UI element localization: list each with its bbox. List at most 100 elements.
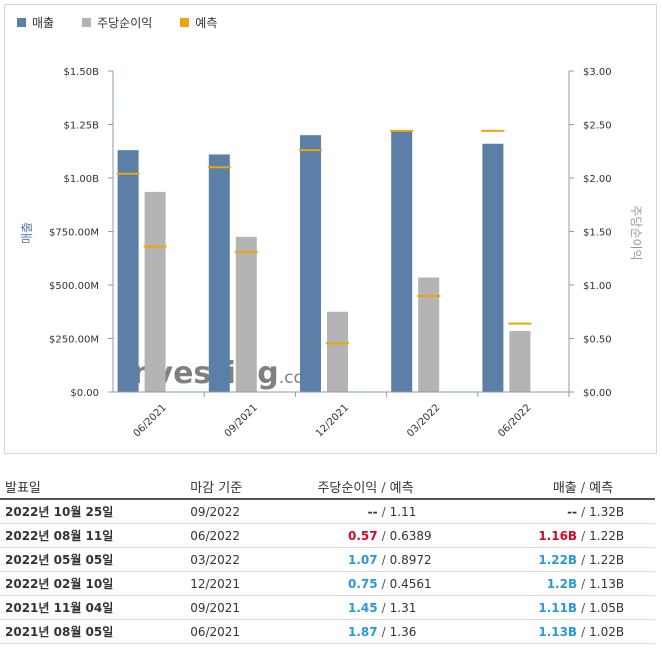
eps-bar [327, 311, 348, 392]
legend-revenue-swatch [17, 18, 26, 27]
cell-revenue: -- / [471, 499, 590, 524]
legend-eps-label: 주당순이익 [97, 16, 153, 30]
cell-period: 06/2021 [190, 619, 294, 644]
cell-revenue-forecast: 1.13B [589, 571, 655, 596]
header-revenue[interactable]: 매출 / [471, 474, 590, 500]
right-tick-label: $1.00 [583, 281, 612, 292]
header-eps-label: 주당순이익 [317, 480, 378, 496]
eps-actual: 1.07 [348, 552, 378, 567]
right-tick-label: $0.00 [583, 388, 612, 399]
legend-forecast-swatch [180, 18, 190, 27]
revenue-slash: / [581, 600, 586, 615]
left-tick-label: $1.25B [64, 121, 100, 132]
revenue-slash: / [581, 576, 586, 591]
revenue-slash: / [581, 624, 586, 639]
cell-revenue-forecast: 1.05B [589, 595, 655, 620]
left-tick-label: $1.50B [64, 67, 100, 78]
cell-period: 09/2021 [190, 595, 294, 620]
table-row: 2021년 11월 04일 09/2021 1.45/1.31 1.11B/1.05B [0, 595, 655, 620]
eps-slash: / [381, 624, 386, 639]
right-tick-label: $2.00 [583, 174, 612, 185]
header-eps-forecast[interactable]: 예측 [389, 474, 472, 500]
cell-date: 2022년 10월 25일 [0, 499, 191, 524]
cell-period: 06/2022 [190, 523, 294, 548]
eps-actual: 0.75 [348, 576, 378, 591]
table-header-row: 발표일 마감 기준 주당순이익 / 예측 매출 / 예측 [0, 474, 655, 500]
x-tick-label: 06/2022 [496, 402, 533, 439]
table-row: 2021년 08월 05일 06/2021 1.87/1.36 1.13B/1.02B [0, 619, 655, 644]
revenue-actual: 1.13B [538, 624, 578, 639]
header-revenue-label: 매출 [552, 480, 577, 496]
cell-revenue: 1.16B / [471, 523, 590, 548]
table-row: 2022년 08월 11일 06/2022 0.57/0.6389 1.16B/1.2… [0, 523, 655, 548]
table-row: 2022년 02월 10일 12/2021 0.75/0.4561 1.2B/1.13… [0, 571, 655, 596]
legend-revenue-label: 매출 [32, 16, 55, 30]
legend-revenue[interactable]: 매출 [17, 14, 54, 31]
cell-revenue-forecast: 1.32B [589, 499, 655, 524]
left-tick-label: $0.00 [70, 388, 99, 399]
right-tick-label: $1.50 [583, 228, 612, 239]
cell-eps: 0.75/ [293, 571, 390, 596]
cell-eps: -- / [293, 499, 390, 524]
eps-bar [235, 236, 257, 392]
eps-slash: / [381, 528, 386, 543]
cell-eps-forecast: 1.31 [389, 595, 472, 620]
x-tick-label: 03/2022 [405, 402, 442, 439]
revenue-actual: 1.16B [538, 528, 578, 543]
cell-revenue-forecast: 1.22B [589, 523, 655, 548]
eps-actual: 1.87 [348, 624, 378, 639]
eps-bar [144, 191, 166, 392]
revenue-bar [117, 150, 139, 392]
cell-eps: 1.87/ [293, 619, 390, 644]
right-tick-label: $2.50 [583, 121, 612, 132]
x-tick-label: 12/2021 [314, 402, 351, 439]
cell-date: 2022년 05월 05일 [0, 547, 191, 572]
header-revenue-forecast[interactable]: 예측 [589, 474, 655, 500]
revenue-actual: 1.11B [538, 600, 578, 615]
table-row: 2022년 05월 05일 03/2022 1.07/0.8972 1.22B/1.2… [0, 547, 655, 572]
legend-eps[interactable]: 주당순이익 [82, 14, 152, 31]
right-tick-label: $0.50 [583, 335, 612, 346]
revenue-slash: / [581, 552, 586, 567]
revenue-actual: 1.22B [538, 552, 578, 567]
y-axis-right-title: 주당순이익 [629, 205, 643, 260]
cell-revenue: 1.13B / [471, 619, 590, 644]
left-tick-label: $1.00B [64, 174, 100, 185]
revenue-bar [300, 135, 321, 392]
cell-eps: 1.07/ [293, 547, 390, 572]
cell-eps: 0.57/ [293, 523, 390, 548]
eps-bar [509, 331, 531, 392]
revenue-bar [208, 154, 230, 392]
cell-date: 2021년 11월 04일 [0, 595, 191, 620]
cell-eps: 1.45/ [293, 595, 390, 620]
cell-period: 09/2022 [190, 499, 294, 524]
cell-revenue: 1.11B / [471, 595, 590, 620]
eps-slash: / [381, 504, 386, 519]
cell-period: 12/2021 [190, 571, 294, 596]
revenue-slash: / [581, 504, 586, 519]
revenue-actual: 1.2B [546, 576, 578, 591]
cell-eps-forecast: 0.6389 [389, 523, 472, 548]
y-axis-left-title: 매출 [20, 222, 34, 244]
left-tick-label: $250.00M [49, 335, 99, 346]
header-period[interactable]: 마감 기준 [190, 474, 294, 500]
eps-actual: -- [367, 504, 378, 519]
chart-legend: 매출 주당순이익 예측 [17, 14, 245, 31]
x-tick-label: 06/2021 [132, 402, 169, 439]
header-eps-slash: / [381, 480, 386, 496]
cell-revenue: 1.2B / [471, 571, 590, 596]
cell-eps-forecast: 0.4561 [389, 571, 472, 596]
cell-eps-forecast: 1.36 [389, 619, 472, 644]
cell-revenue-forecast: 1.02B [589, 619, 655, 644]
cell-eps-forecast: 0.8972 [389, 547, 472, 572]
header-date[interactable]: 발표일 [0, 474, 191, 500]
right-tick-label: $3.00 [583, 67, 612, 78]
cell-revenue: 1.22B / [471, 547, 590, 572]
header-eps[interactable]: 주당순이익 / [293, 474, 390, 500]
legend-forecast[interactable]: 예측 [180, 14, 217, 31]
eps-actual: 1.45 [348, 600, 378, 615]
legend-forecast-label: 예측 [195, 16, 218, 30]
x-tick-label: 09/2021 [223, 402, 260, 439]
cell-eps-forecast: 1.11 [389, 499, 472, 524]
cell-date: 2022년 02월 10일 [0, 571, 191, 596]
